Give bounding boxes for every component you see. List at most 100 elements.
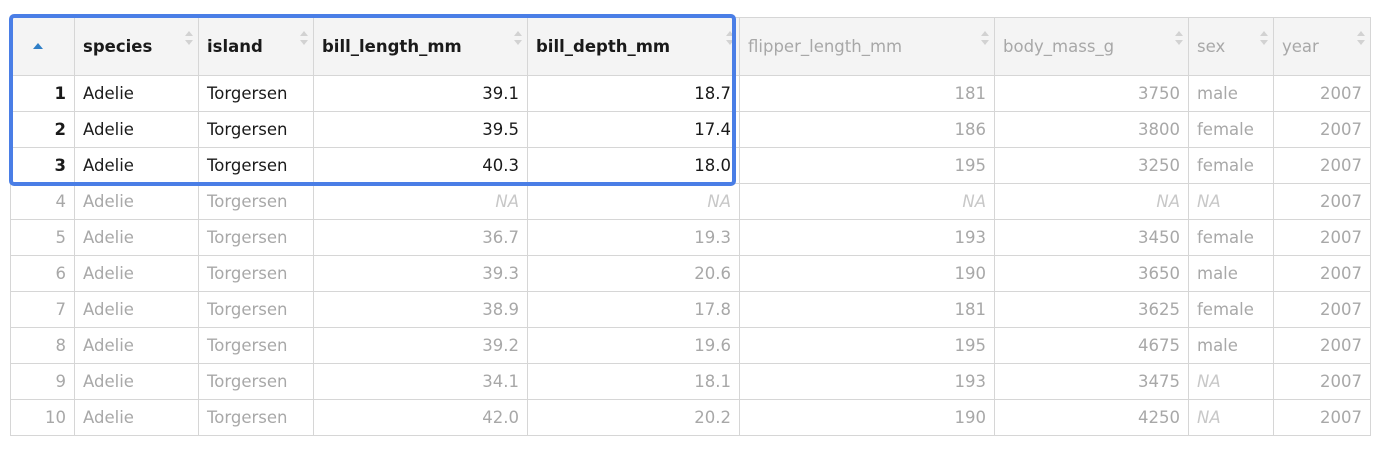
cell-bill-depth-mm: 20.2 bbox=[527, 399, 740, 436]
cell-bill-length-mm: 39.2 bbox=[313, 327, 528, 364]
sort-down-arrow-icon bbox=[300, 40, 308, 45]
cell-island: Torgersen bbox=[198, 75, 314, 112]
table-row[interactable]: 4 Adelie Torgersen NA NA NA NA NA 2007 bbox=[10, 183, 1371, 220]
cell-body-mass-g: 3625 bbox=[994, 291, 1189, 328]
column-header-species[interactable]: species bbox=[74, 17, 199, 76]
table-row[interactable]: 8 Adelie Torgersen 39.2 19.6 195 4675 male 2007 bbox=[10, 327, 1371, 364]
cell-year: 2007 bbox=[1273, 147, 1371, 184]
column-header-label: bill_length_mm bbox=[322, 37, 462, 56]
cell-flipper-length-mm: 195 bbox=[739, 327, 995, 364]
cell-island: Torgersen bbox=[198, 183, 314, 220]
row-number: 9 bbox=[10, 363, 75, 400]
table-row[interactable]: 2 Adelie Torgersen 39.5 17.4 186 3800 female 200… bbox=[10, 111, 1371, 148]
cell-species: Adelie bbox=[74, 147, 199, 184]
cell-species: Adelie bbox=[74, 255, 199, 292]
cell-island: Torgersen bbox=[198, 111, 314, 148]
sort-icon[interactable] bbox=[1357, 31, 1365, 51]
cell-sex: male bbox=[1188, 75, 1274, 112]
row-number: 10 bbox=[10, 399, 75, 436]
cell-island: Torgersen bbox=[198, 147, 314, 184]
column-header-label: year bbox=[1282, 37, 1319, 56]
cell-body-mass-g: 4250 bbox=[994, 399, 1189, 436]
column-header-bill-depth-mm[interactable]: bill_depth_mm bbox=[527, 17, 740, 76]
column-header-flipper-length-mm[interactable]: flipper_length_mm bbox=[739, 17, 995, 76]
table-row[interactable]: 7 Adelie Torgersen 38.9 17.8 181 3625 female 200… bbox=[10, 291, 1371, 328]
row-number: 7 bbox=[10, 291, 75, 328]
row-number: 1 bbox=[10, 75, 75, 112]
cell-body-mass-g: 3750 bbox=[994, 75, 1189, 112]
cell-bill-length-mm: 36.7 bbox=[313, 219, 528, 256]
cell-sex: male bbox=[1188, 327, 1274, 364]
table-row[interactable]: 3 Adelie Torgersen 40.3 18.0 195 3250 female 200… bbox=[10, 147, 1371, 184]
cell-sex: female bbox=[1188, 147, 1274, 184]
column-header-label: island bbox=[207, 37, 263, 56]
sort-down-arrow-icon bbox=[185, 40, 193, 45]
sort-icon[interactable] bbox=[185, 31, 193, 51]
cell-bill-length-mm: 40.3 bbox=[313, 147, 528, 184]
cell-year: 2007 bbox=[1273, 75, 1371, 112]
sort-down-arrow-icon bbox=[1260, 40, 1268, 45]
table-row[interactable]: 1 Adelie Torgersen 39.1 18.7 181 3750 male 2007 bbox=[10, 75, 1371, 112]
sort-up-arrow-icon bbox=[981, 31, 989, 36]
cell-year: 2007 bbox=[1273, 219, 1371, 256]
sort-up-arrow-icon bbox=[1175, 31, 1183, 36]
table-row[interactable]: 5 Adelie Torgersen 36.7 19.3 193 3450 female 200… bbox=[10, 219, 1371, 256]
cell-bill-depth-mm: 20.6 bbox=[527, 255, 740, 292]
table-row[interactable]: 10 Adelie Torgersen 42.0 20.2 190 4250 NA 2007 bbox=[10, 399, 1371, 436]
cell-sex: female bbox=[1188, 111, 1274, 148]
cell-year: 2007 bbox=[1273, 399, 1371, 436]
column-header-label: bill_depth_mm bbox=[536, 37, 671, 56]
column-header-island[interactable]: island bbox=[198, 17, 314, 76]
cell-island: Torgersen bbox=[198, 291, 314, 328]
column-header-body-mass-g[interactable]: body_mass_g bbox=[994, 17, 1189, 76]
cell-year: 2007 bbox=[1273, 291, 1371, 328]
cell-bill-depth-mm: 18.0 bbox=[527, 147, 740, 184]
table-row[interactable]: 9 Adelie Torgersen 34.1 18.1 193 3475 NA 2007 bbox=[10, 363, 1371, 400]
cell-species: Adelie bbox=[74, 327, 199, 364]
sort-icon[interactable] bbox=[300, 31, 308, 51]
sort-up-arrow-icon bbox=[514, 31, 522, 36]
sort-up-arrow-icon bbox=[1357, 31, 1365, 36]
table-row[interactable]: 6 Adelie Torgersen 39.3 20.6 190 3650 male 2007 bbox=[10, 255, 1371, 292]
sort-up-arrow-icon bbox=[300, 31, 308, 36]
cell-species: Adelie bbox=[74, 183, 199, 220]
column-header-sex[interactable]: sex bbox=[1188, 17, 1274, 76]
cell-island: Torgersen bbox=[198, 219, 314, 256]
cell-bill-depth-mm: 18.7 bbox=[527, 75, 740, 112]
sort-up-arrow-icon bbox=[1260, 31, 1268, 36]
row-number: 8 bbox=[10, 327, 75, 364]
cell-body-mass-g: 4675 bbox=[994, 327, 1189, 364]
cell-sex: NA bbox=[1188, 183, 1274, 220]
cell-year: 2007 bbox=[1273, 183, 1371, 220]
cell-island: Torgersen bbox=[198, 363, 314, 400]
column-header-bill-length-mm[interactable]: bill_length_mm bbox=[313, 17, 528, 76]
cell-sex: female bbox=[1188, 219, 1274, 256]
sort-icon[interactable] bbox=[514, 31, 522, 51]
cell-bill-depth-mm: 19.6 bbox=[527, 327, 740, 364]
cell-bill-length-mm: 39.5 bbox=[313, 111, 528, 148]
sort-icon[interactable] bbox=[726, 31, 734, 51]
sort-down-arrow-icon bbox=[726, 40, 734, 45]
column-header-label: flipper_length_mm bbox=[748, 37, 903, 56]
sort-icon[interactable] bbox=[981, 31, 989, 51]
sort-icon[interactable] bbox=[1175, 31, 1183, 51]
cell-body-mass-g: 3450 bbox=[994, 219, 1189, 256]
header-rownum[interactable] bbox=[10, 17, 75, 76]
sort-ascending-icon[interactable] bbox=[33, 43, 43, 49]
cell-flipper-length-mm: 193 bbox=[739, 219, 995, 256]
sort-down-arrow-icon bbox=[514, 40, 522, 45]
cell-species: Adelie bbox=[74, 111, 199, 148]
cell-bill-length-mm: 42.0 bbox=[313, 399, 528, 436]
header-row: species island bill_length_mm bill_depth_mm… bbox=[10, 17, 1371, 76]
cell-flipper-length-mm: 195 bbox=[739, 147, 995, 184]
cell-island: Torgersen bbox=[198, 327, 314, 364]
sort-down-arrow-icon bbox=[1175, 40, 1183, 45]
row-number: 2 bbox=[10, 111, 75, 148]
sort-down-arrow-icon bbox=[981, 40, 989, 45]
cell-sex: male bbox=[1188, 255, 1274, 292]
cell-species: Adelie bbox=[74, 399, 199, 436]
cell-flipper-length-mm: 193 bbox=[739, 363, 995, 400]
column-header-year[interactable]: year bbox=[1273, 17, 1371, 76]
row-number: 3 bbox=[10, 147, 75, 184]
sort-icon[interactable] bbox=[1260, 31, 1268, 51]
